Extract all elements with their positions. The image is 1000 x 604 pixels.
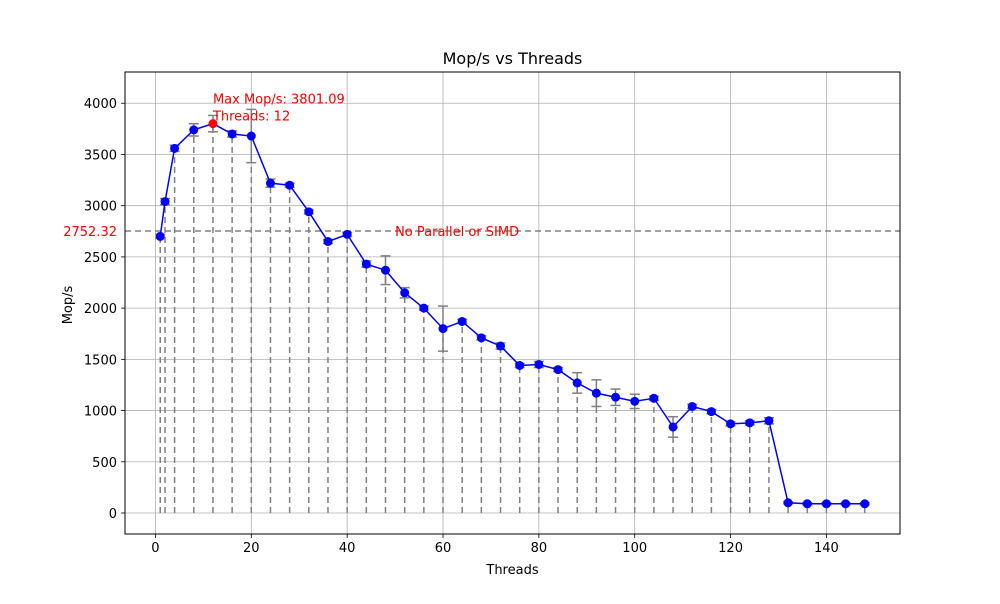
x-tick-label: 80 bbox=[531, 541, 548, 556]
grid-lines bbox=[125, 72, 900, 534]
data-point bbox=[323, 237, 333, 247]
plot-frame bbox=[124, 71, 901, 535]
baseline-value-label: 2752.32 bbox=[63, 225, 117, 240]
data-point bbox=[496, 341, 506, 351]
x-tick-label: 140 bbox=[814, 541, 839, 556]
data-point bbox=[476, 333, 486, 343]
data-point bbox=[342, 229, 352, 239]
y-tick-label: 2000 bbox=[84, 302, 117, 317]
y-tick-label: 1000 bbox=[84, 405, 117, 420]
axis-ticks: 0 20 40 60 80 100 120 140 0 500 1000 1500 2000 2500 30… bbox=[84, 97, 839, 556]
annotations: Max Mop/s: 3801.09 Threads: 12 bbox=[212, 93, 345, 125]
x-axis-label: Threads bbox=[485, 563, 538, 578]
data-point bbox=[668, 422, 678, 432]
data-point bbox=[841, 499, 851, 509]
x-tick-label: 60 bbox=[435, 541, 452, 556]
data-point bbox=[726, 419, 736, 429]
data-point bbox=[630, 396, 640, 406]
data-point bbox=[170, 143, 180, 153]
data-point bbox=[246, 131, 256, 141]
y-tick-label: 1500 bbox=[84, 353, 117, 368]
data-point bbox=[534, 359, 544, 369]
data-point bbox=[304, 207, 314, 217]
data-point bbox=[227, 129, 237, 139]
data-point bbox=[155, 231, 165, 241]
series-group bbox=[155, 119, 870, 509]
data-point bbox=[457, 316, 467, 326]
data-point bbox=[572, 378, 582, 388]
y-tick-label: 0 bbox=[109, 507, 117, 522]
data-point bbox=[380, 265, 390, 275]
data-point bbox=[745, 418, 755, 428]
data-point bbox=[438, 324, 448, 334]
data-point bbox=[400, 288, 410, 298]
data-point bbox=[265, 178, 275, 188]
data-point bbox=[553, 365, 563, 375]
data-point bbox=[160, 197, 170, 207]
y-tick-label: 2500 bbox=[84, 251, 117, 266]
data-point bbox=[515, 360, 525, 370]
y-tick-label: 3000 bbox=[84, 200, 117, 215]
data-point bbox=[783, 498, 793, 508]
y-tick-label: 4000 bbox=[84, 97, 117, 112]
max-point-marker bbox=[208, 119, 218, 129]
y-tick-label: 500 bbox=[92, 456, 117, 471]
baseline-text-label: No Parallel or SIMD bbox=[395, 225, 519, 240]
data-point bbox=[821, 499, 831, 509]
vertical-dashed-lines bbox=[159, 123, 866, 513]
x-tick-label: 20 bbox=[243, 541, 260, 556]
data-point bbox=[764, 416, 774, 426]
data-point bbox=[189, 125, 199, 135]
x-tick-label: 120 bbox=[718, 541, 743, 556]
data-point bbox=[649, 393, 659, 403]
data-point bbox=[591, 388, 601, 398]
data-point bbox=[361, 259, 371, 269]
data-point bbox=[706, 407, 716, 417]
data-point bbox=[611, 392, 621, 402]
x-tick-label: 100 bbox=[622, 541, 647, 556]
x-tick-label: 0 bbox=[151, 541, 159, 556]
data-point bbox=[687, 401, 697, 411]
chart-title: Mop/s vs Threads bbox=[443, 49, 583, 68]
y-axis-label: Mop/s bbox=[61, 285, 76, 324]
data-point bbox=[285, 180, 295, 190]
max-annotation-line2: Threads: 12 bbox=[212, 110, 290, 125]
x-tick-label: 40 bbox=[339, 541, 356, 556]
data-point bbox=[802, 499, 812, 509]
data-point bbox=[419, 303, 429, 313]
baseline-group: 2752.32 No Parallel or SIMD bbox=[63, 225, 900, 240]
y-tick-label: 3500 bbox=[84, 148, 117, 163]
data-point bbox=[860, 499, 870, 509]
max-annotation-line1: Max Mop/s: 3801.09 bbox=[213, 93, 345, 108]
